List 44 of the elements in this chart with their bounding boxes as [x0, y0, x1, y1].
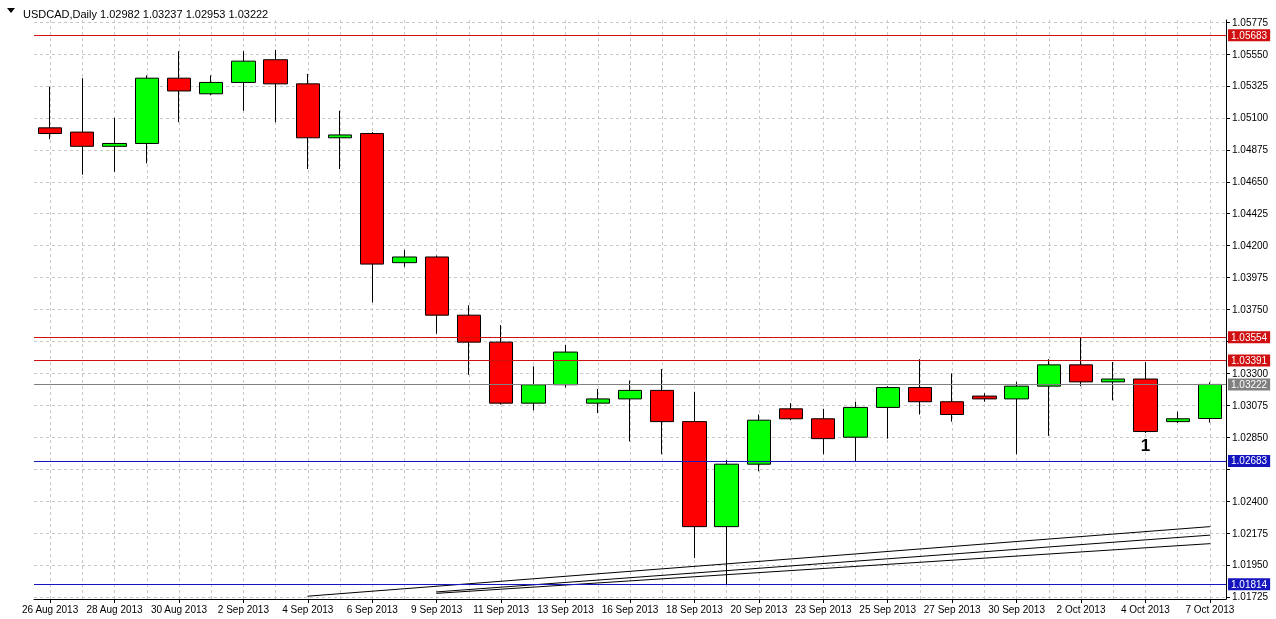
y-tick-label: 1.03750	[1232, 304, 1269, 315]
x-tick-label: 18 Sep 2013	[666, 603, 724, 615]
x-tick-label: 2 Sep 2013	[217, 603, 270, 615]
y-tick-label: 1.02850	[1232, 431, 1269, 443]
x-tick-label: 6 Sep 2013	[346, 603, 399, 615]
y-tick-label: 1.05550	[1232, 48, 1269, 60]
ref-line-label: 1.01814	[1231, 578, 1268, 590]
y-tick-label: 1.03300	[1232, 367, 1269, 379]
x-tick-label: 4 Sep 2013	[282, 603, 334, 615]
x-tick-label: 13 Sep 2013	[537, 603, 595, 615]
x-tick-label: 30 Sep 2013	[988, 603, 1046, 615]
y-tick-label: 1.03075	[1232, 399, 1269, 411]
x-tick-label: 11 Sep 2013	[473, 603, 530, 615]
x-tick-label: 28 Aug 2013	[86, 603, 144, 615]
y-tick-label: 1.01725	[1232, 591, 1269, 603]
x-tick-label: 16 Sep 2013	[601, 603, 659, 615]
ref-line-label: 1.03554	[1231, 331, 1268, 343]
y-tick-label: 1.04650	[1232, 176, 1269, 188]
x-tick-label: 7 Oct 2013	[1185, 603, 1235, 615]
annotation: 1	[1140, 436, 1151, 456]
y-tick-label: 1.05775	[1232, 16, 1269, 28]
ref-line-label: 1.03222	[1231, 378, 1268, 390]
y-tick-label: 1.01950	[1232, 559, 1269, 571]
y-tick-label: 1.05325	[1232, 80, 1269, 92]
ref-line-label: 1.03391	[1231, 354, 1268, 366]
y-tick-label: 1.04200	[1232, 240, 1269, 252]
x-tick-label: 30 Aug 2013	[150, 603, 208, 615]
y-tick-label: 1.02400	[1232, 495, 1269, 507]
x-tick-label: 27 Sep 2013	[923, 603, 981, 615]
ref-line-label: 1.05683	[1231, 29, 1268, 41]
x-tick-label: 26 Aug 2013	[22, 603, 79, 615]
y-tick-label: 1.02175	[1232, 527, 1269, 539]
ref-line-label: 1.02683	[1231, 455, 1268, 467]
x-tick-label: 25 Sep 2013	[859, 603, 917, 615]
y-tick-label: 1.04875	[1232, 144, 1269, 156]
x-tick-label: 2 Oct 2013	[1056, 603, 1106, 615]
x-tick-label: 9 Sep 2013	[411, 603, 463, 615]
y-tick-label: 1.05100	[1232, 112, 1269, 124]
x-tick-label: 4 Oct 2013	[1121, 603, 1171, 615]
x-tick-label: 20 Sep 2013	[730, 603, 788, 615]
chart-title: USDCAD,Daily 1.02982 1.03237 1.02953 1.03222	[23, 7, 269, 20]
y-tick-label: 1.03975	[1232, 272, 1269, 284]
x-tick-label: 23 Sep 2013	[794, 603, 853, 615]
y-tick-label: 1.04425	[1232, 208, 1269, 220]
